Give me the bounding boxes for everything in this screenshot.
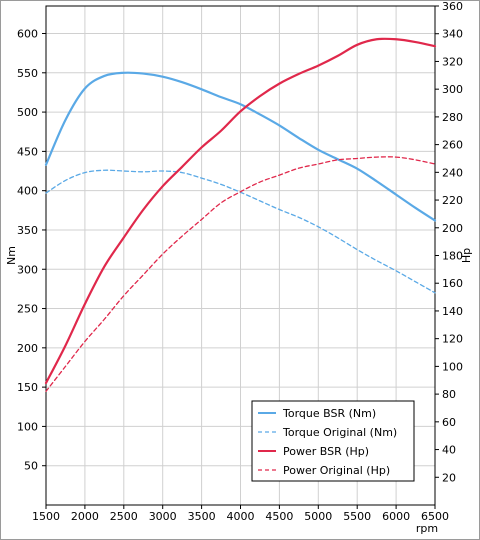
y-left-tick-label: 450 xyxy=(17,145,38,158)
y-right-tick-label: 300 xyxy=(442,83,463,96)
legend-label-torque-original: Torque Original (Nm) xyxy=(282,426,397,439)
x-tick-label: 4000 xyxy=(227,510,255,523)
y-right-tick-label: 180 xyxy=(442,250,463,263)
y-right-tick-label: 120 xyxy=(442,333,463,346)
y-left-tick-label: 500 xyxy=(17,106,38,119)
y-right-tick-label: 340 xyxy=(442,28,463,41)
y-left-tick-label: 300 xyxy=(17,263,38,276)
y-right-tick-label: 220 xyxy=(442,194,463,207)
y-left-tick-label: 100 xyxy=(17,420,38,433)
x-tick-label: 1500 xyxy=(32,510,60,523)
y-right-axis-label: Hp xyxy=(460,248,473,263)
y-right-tick-label: 100 xyxy=(442,360,463,373)
y-left-tick-label: 200 xyxy=(17,342,38,355)
y-right-tick-label: 360 xyxy=(442,1,463,13)
x-tick-label: 6500 xyxy=(421,510,449,523)
x-tick-label: 2000 xyxy=(71,510,99,523)
series-line-torque-bsr xyxy=(44,71,437,222)
y-right-tick-label: 260 xyxy=(442,139,463,152)
y-left-tick-label: 350 xyxy=(17,224,38,237)
y-left-tick-label: 250 xyxy=(17,303,38,316)
y-right-tick-label: 40 xyxy=(442,444,456,457)
y-right-tick-label: 160 xyxy=(442,277,463,290)
y-right-tick-label: 20 xyxy=(442,471,456,484)
x-tick-label: 3000 xyxy=(149,510,177,523)
y-right-tick-label: 280 xyxy=(442,111,463,124)
y-right-tick-label: 320 xyxy=(442,55,463,68)
x-tick-label: 5500 xyxy=(343,510,371,523)
legend-box xyxy=(251,400,415,482)
series-line-power-original xyxy=(45,156,436,392)
y-right-tick-label: 80 xyxy=(442,388,456,401)
x-tick-label: 3500 xyxy=(188,510,216,523)
y-left-tick-label: 600 xyxy=(17,28,38,41)
x-tick-label: 6000 xyxy=(382,510,410,523)
series-line-power-bsr xyxy=(44,37,437,385)
y-right-tick-label: 240 xyxy=(442,166,463,179)
legend-label-torque-bsr: Torque BSR (Nm) xyxy=(282,407,376,420)
y-left-axis-label: Nm xyxy=(5,246,18,265)
y-right-tick-label: 200 xyxy=(442,222,463,235)
x-tick-label: 2500 xyxy=(110,510,138,523)
y-right-tick-label: 60 xyxy=(442,416,456,429)
y-left-tick-label: 400 xyxy=(17,185,38,198)
legend-label-power-bsr: Power BSR (Hp) xyxy=(283,445,369,458)
x-tick-label: 5000 xyxy=(304,510,332,523)
y-left-tick-label: 550 xyxy=(17,67,38,80)
x-tick-label: 4500 xyxy=(265,510,293,523)
legend-label-power-original: Power Original (Hp) xyxy=(283,464,390,477)
y-left-tick-label: 50 xyxy=(24,460,38,473)
x-axis-label: rpm xyxy=(416,522,438,535)
y-right-tick-label: 140 xyxy=(442,305,463,318)
y-left-tick-label: 150 xyxy=(17,381,38,394)
